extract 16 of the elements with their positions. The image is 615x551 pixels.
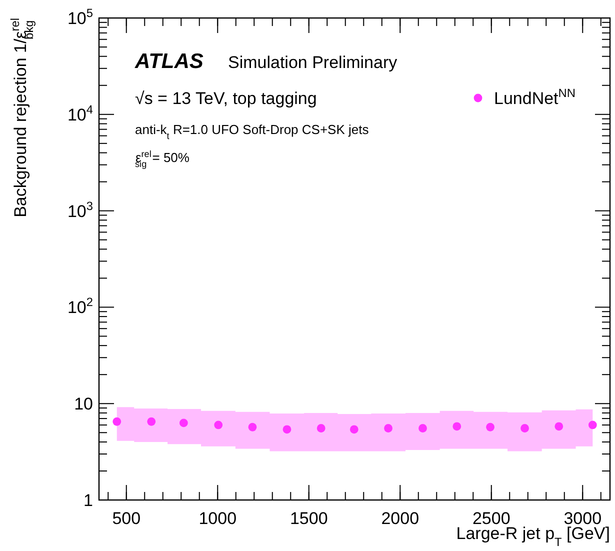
- y-tick-label: 10$^{2}$: [67, 295, 94, 318]
- y-tick-label: 1: [84, 491, 93, 510]
- legend-label: LundNet$^{NN}$: [494, 86, 576, 108]
- annotation: ATLAS: [134, 50, 204, 73]
- y-tick-label: 10$^{4}$: [67, 102, 94, 124]
- x-tick-label: 2000: [381, 509, 420, 528]
- annotation: ε$^{rel}$$_{sig}$ = 50%: [135, 149, 190, 169]
- y-tick-label: 10: [74, 394, 93, 414]
- y-tick-label: 10$^{3}$: [67, 198, 94, 221]
- annotation: √s = 13 TeV, top tagging: [135, 89, 317, 108]
- annotation: anti-k$_{t}$ R=1.0 UFO Soft-Drop CS+SK jets: [135, 122, 370, 141]
- annotation: Simulation Preliminary: [228, 53, 398, 72]
- y-tick-label: 10$^{5}$: [67, 6, 94, 28]
- x-tick-label: 1500: [290, 509, 328, 528]
- x-tick-label: 500: [112, 509, 141, 528]
- x-tick-label: 1000: [198, 509, 237, 528]
